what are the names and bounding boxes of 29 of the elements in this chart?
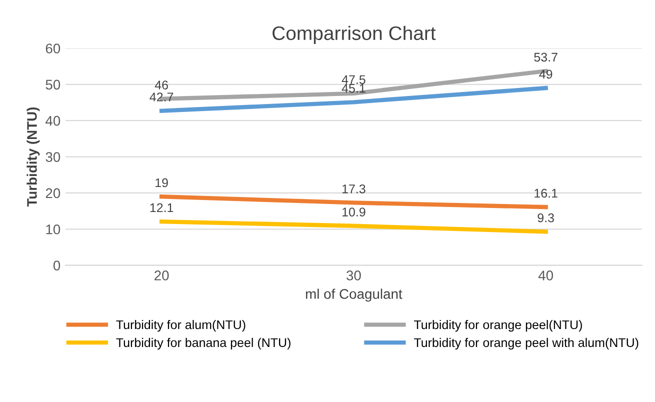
legend-label: Turbidity for orange peel(NTU): [414, 320, 582, 332]
data-label: 16.1: [534, 188, 558, 198]
y-tick-label: 10: [46, 224, 60, 234]
y-tick-label: 0: [53, 260, 60, 270]
x-tick-label: 30: [346, 270, 361, 280]
data-label: 42.7: [150, 92, 174, 102]
data-label: 17.3: [342, 184, 366, 194]
y-tick-label: 50: [46, 80, 60, 90]
y-tick-label: 30: [46, 152, 60, 162]
x-tick-label: 40: [538, 270, 554, 280]
y-tick-label: 20: [46, 188, 60, 198]
x-tick-label: 20: [154, 270, 169, 280]
data-label: 45.1: [342, 84, 366, 93]
data-label: 12.1: [150, 203, 174, 212]
y-axis-title: Turbidity (NTU): [26, 107, 40, 207]
y-tick-label: 40: [46, 116, 60, 126]
legend-label: Turbidity for banana peel (NTU): [116, 338, 290, 350]
data-label: 49: [539, 70, 552, 79]
x-axis-title: ml of Coagulant: [306, 288, 402, 302]
chart-title: Comparrison Chart: [272, 26, 436, 44]
legend-label: Turbidity for orange peel with alum(NTU): [414, 338, 638, 350]
y-tick-label: 60: [46, 44, 60, 54]
data-label: 19: [156, 178, 168, 188]
data-label: 9.3: [538, 213, 554, 222]
data-label: 46: [154, 80, 168, 90]
data-label: 47.5: [342, 75, 366, 84]
data-label: 10.9: [342, 208, 366, 216]
legend-label: Turbidity for alum(NTU): [116, 320, 246, 332]
data-label: 53.7: [534, 52, 558, 62]
